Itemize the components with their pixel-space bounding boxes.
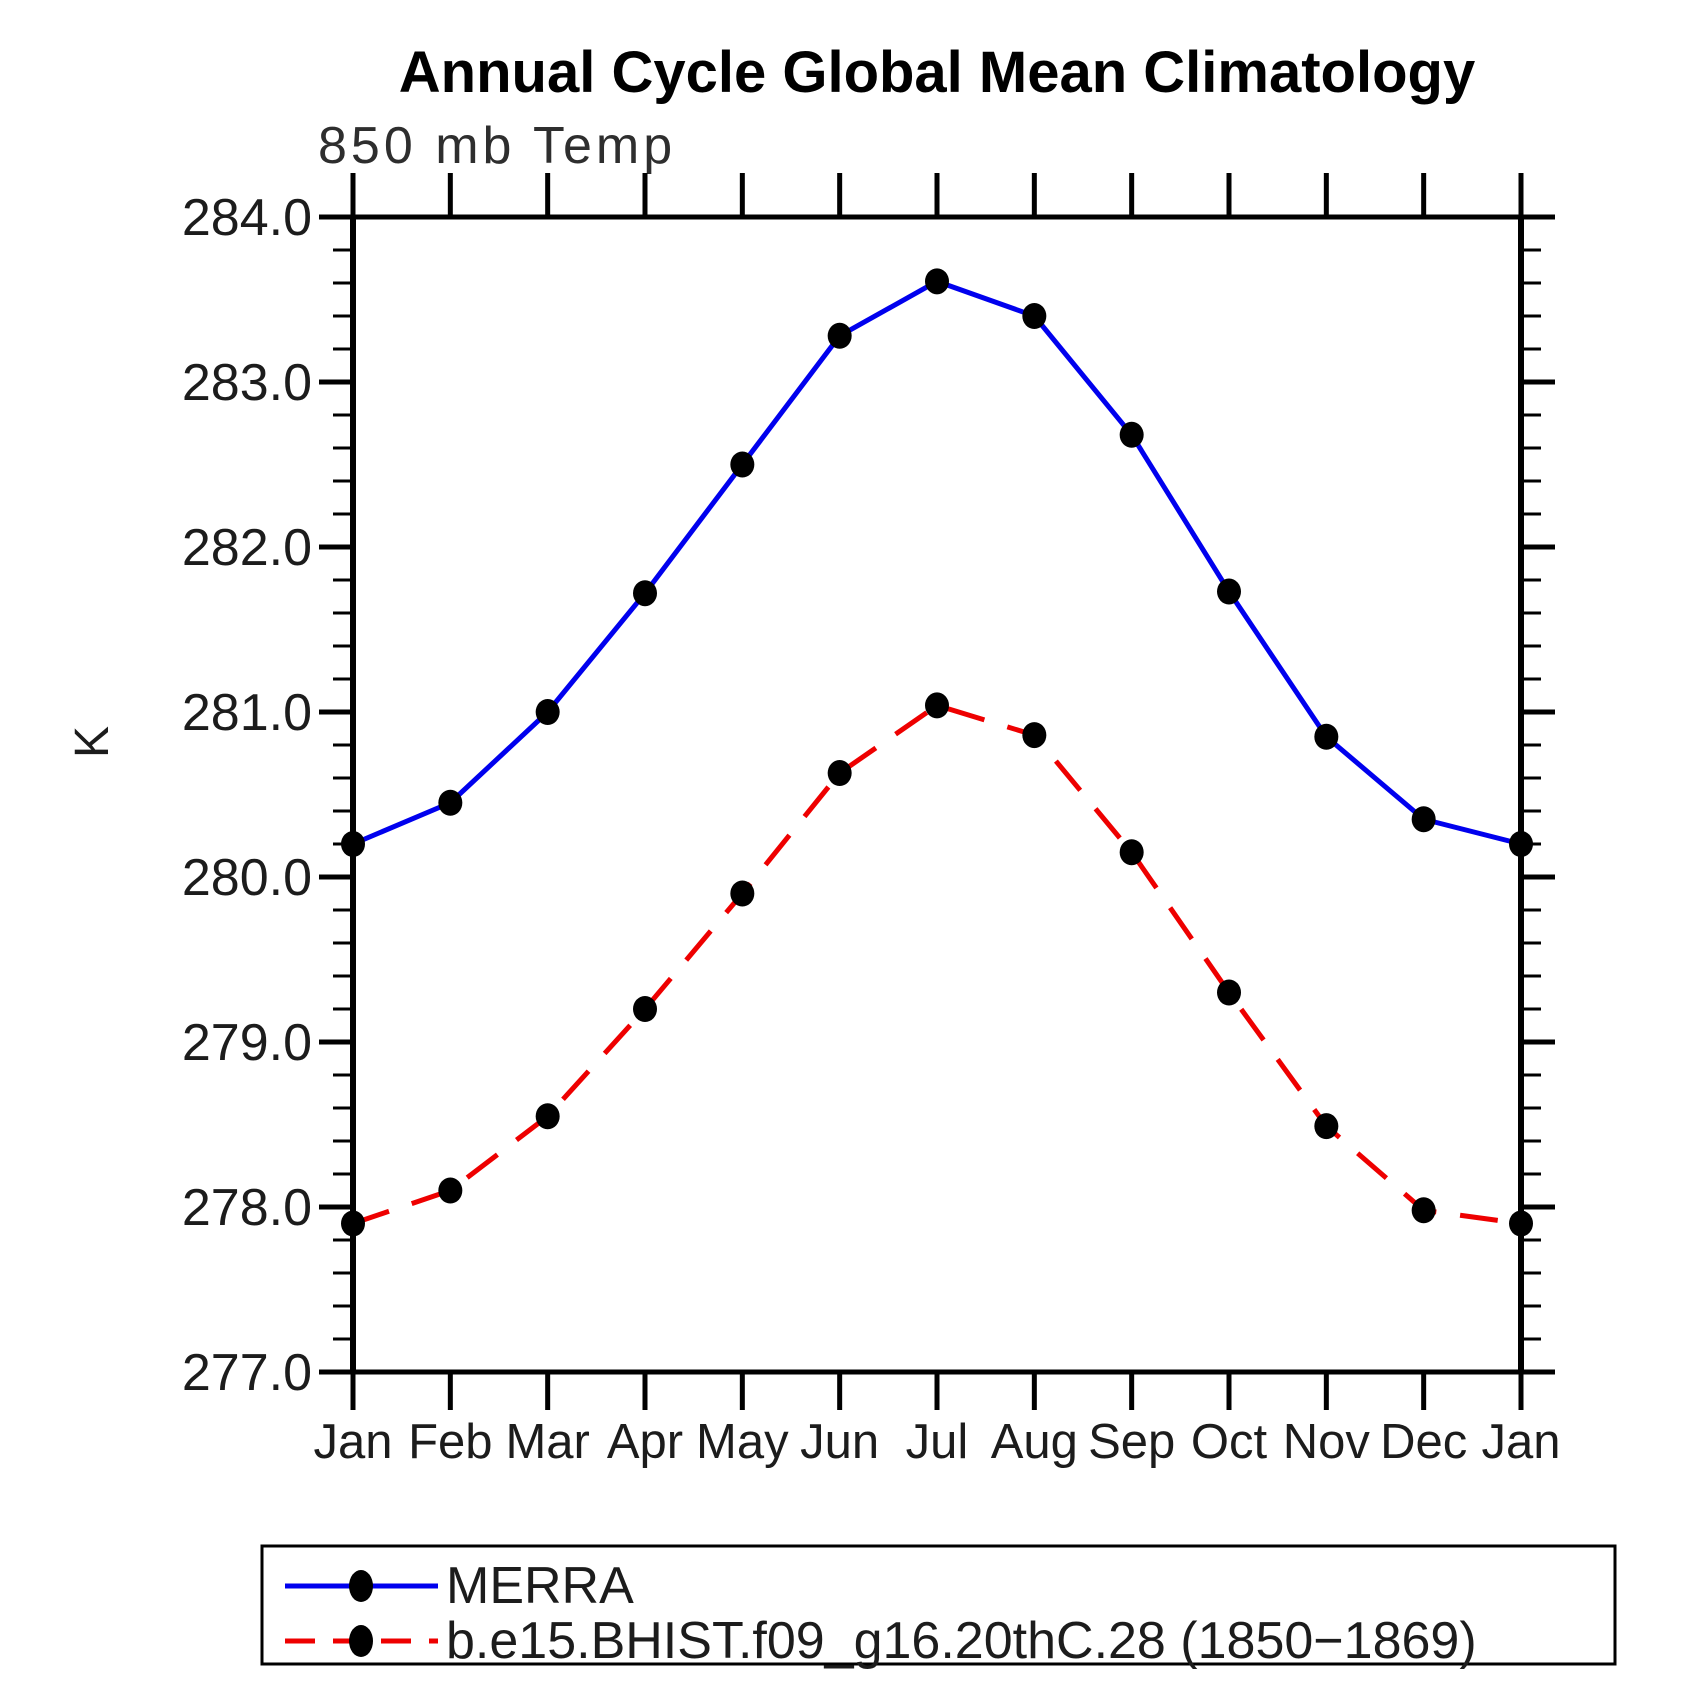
data-point-marker [535, 699, 560, 725]
data-point-marker [925, 692, 949, 719]
y-axis-tick-label: 281.0 [182, 684, 312, 742]
data-point-marker [633, 996, 657, 1022]
x-axis-tick-label: Sep [1088, 1415, 1175, 1469]
data-point-marker [1022, 722, 1047, 749]
data-point-marker [1217, 979, 1241, 1006]
x-axis-tick-label: Feb [408, 1415, 492, 1469]
data-point-marker [438, 1177, 463, 1204]
y-axis-tick-label: 278.0 [182, 1179, 312, 1237]
data-point-marker [730, 880, 755, 907]
data-point-marker [1217, 578, 1241, 605]
x-axis-tick-label: Nov [1283, 1415, 1371, 1469]
data-point-marker [827, 760, 852, 787]
x-axis-tick-label: Oct [1191, 1415, 1268, 1469]
chart-subtitle: 850 mb Temp [318, 117, 676, 175]
data-point-marker [1119, 421, 1144, 448]
y-axis-tick-label: 279.0 [182, 1014, 312, 1072]
data-point-marker [827, 322, 852, 349]
x-axis-tick-label: Dec [1380, 1415, 1467, 1469]
legend-box [260, 1544, 1617, 1666]
x-axis-tick-label: May [696, 1415, 789, 1469]
y-axis-tick-label: 280.0 [182, 849, 312, 907]
y-axis-label: K [66, 726, 119, 758]
legend-marker-sample [349, 1625, 373, 1657]
data-point-marker [1314, 723, 1339, 750]
data-point-marker [1119, 839, 1144, 866]
merra-series-line [352, 278, 1522, 847]
y-axis-tick-label: 277.0 [182, 1344, 312, 1402]
data-point-marker [341, 831, 365, 857]
data-point-marker [633, 580, 657, 607]
x-axis-tick-label: Apr [607, 1415, 683, 1469]
legend-item-label: b.e15.BHIST.f09_g16.20thC.28 (1850−1869) [446, 1612, 1477, 1670]
data-point-marker [1411, 1197, 1436, 1224]
y-axis-tick-label: 283.0 [182, 354, 312, 412]
chart-title: Annual Cycle Global Mean Climatology [399, 40, 1475, 105]
legend-marker-sample [349, 1570, 373, 1602]
data-point-marker [730, 451, 755, 478]
model-series-line [352, 702, 1522, 1226]
y-axis-tick-label: 284.0 [182, 189, 312, 247]
y-axis-tick-label: 282.0 [182, 519, 312, 577]
data-point-marker [1411, 806, 1436, 833]
data-point-marker [438, 789, 463, 816]
x-axis-tick-label: Jun [800, 1415, 879, 1469]
data-point-marker [1022, 303, 1047, 329]
data-point-marker [1509, 1210, 1533, 1237]
x-axis-tick-label: Aug [991, 1415, 1078, 1469]
x-axis-tick-label: Jan [313, 1415, 392, 1469]
data-point-marker [925, 268, 949, 295]
x-axis-tick-label: Jul [906, 1415, 969, 1469]
data-point-marker [1314, 1113, 1339, 1140]
x-axis-tick-label: Mar [505, 1415, 589, 1469]
data-point-marker [1509, 831, 1533, 857]
plot-area: 277.0 278.0 279.0 280.0 281.0 282.0 283.0 284.0… [182, 173, 1561, 1469]
x-axis-tick-label: Jan [1481, 1415, 1560, 1469]
legend-item-label: MERRA [446, 1557, 634, 1615]
data-point-marker [341, 1210, 365, 1237]
data-point-marker [535, 1103, 560, 1130]
